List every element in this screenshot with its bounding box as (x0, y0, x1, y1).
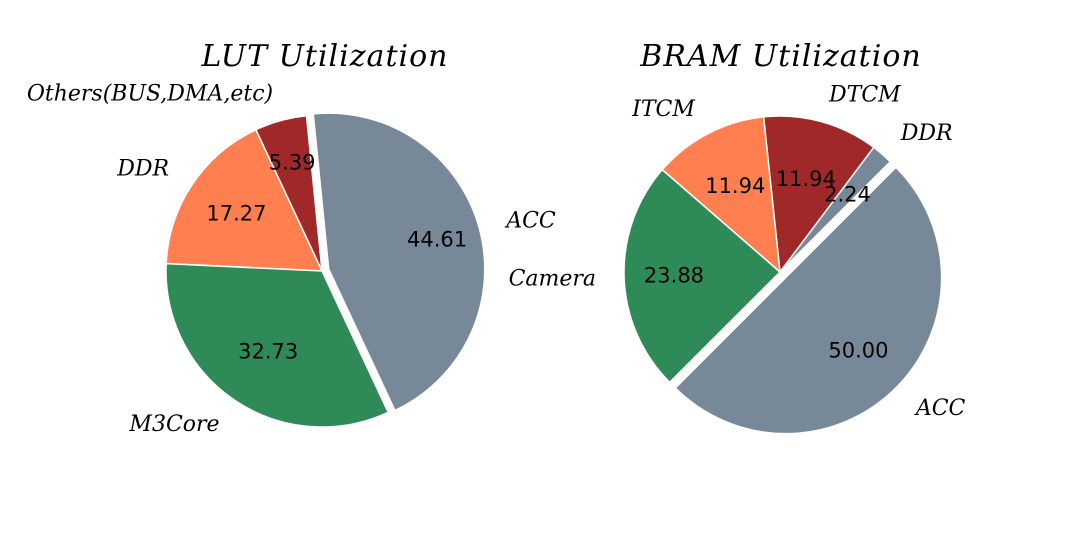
pie-slice-itcm (661, 116, 781, 274)
pie-slice-dtcm (762, 115, 875, 274)
category-label-camera: Camera (509, 266, 596, 291)
value-label-dtcm: 11.94 (776, 167, 836, 191)
category-label-ddr: DDR (116, 157, 169, 182)
value-label-others-bus-dma-etc: 5.39 (269, 151, 316, 175)
pie-slice-camera (623, 168, 782, 384)
category-label-others-bus-dma-etc: Others(BUS,DMA,etc) (27, 82, 273, 107)
pie-slice-acc (312, 112, 486, 412)
value-label-itcm: 11.94 (705, 174, 765, 198)
category-label-acc: ACC (504, 208, 556, 233)
category-label-dtcm: DTCM (828, 83, 901, 108)
pie-slice-m3core (165, 262, 390, 428)
value-label-acc: 44.61 (407, 227, 467, 251)
lut-chart-title: LUT Utilization (201, 39, 449, 74)
pie-slice-ddr (165, 128, 324, 272)
lut-pie-chart: LUT Utilization Others(BUS,DMA,etc) 5.39 D… (27, 39, 556, 437)
category-label-acc: ACC (914, 396, 966, 421)
category-label-itcm: ITCM (631, 97, 695, 122)
pie-slice-acc (674, 166, 943, 435)
value-label-ddr: 17.27 (206, 202, 266, 226)
value-label-m3core: 32.73 (238, 339, 298, 363)
value-label-camera: 23.88 (644, 264, 704, 288)
category-label-m3core: M3Core (128, 412, 219, 437)
value-label-acc: 50.00 (828, 338, 888, 362)
bram-pie-chart: BRAM Utilization DDR 2.24 DTCM 11.94 ITCM 11.… (509, 39, 966, 435)
category-label-ddr: DDR (900, 121, 953, 146)
value-label-ddr: 2.24 (824, 182, 871, 206)
bram-chart-title: BRAM Utilization (639, 39, 921, 74)
